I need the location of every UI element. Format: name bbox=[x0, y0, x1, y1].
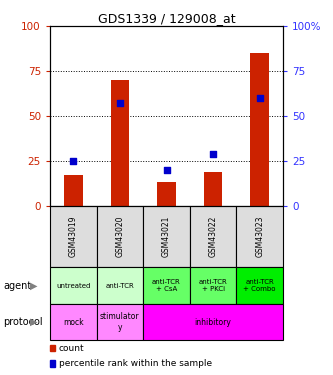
Bar bbox=[111, 80, 129, 206]
Bar bbox=[236, 206, 283, 267]
Point bbox=[257, 95, 262, 101]
Text: inhibitory: inhibitory bbox=[195, 318, 231, 327]
Bar bbox=[50, 206, 97, 267]
Bar bbox=[50, 304, 97, 340]
Text: ▶: ▶ bbox=[30, 281, 37, 291]
Bar bbox=[190, 267, 236, 304]
Text: GSM43022: GSM43022 bbox=[208, 216, 218, 257]
Point bbox=[117, 100, 123, 106]
Point bbox=[71, 158, 76, 164]
Text: untreated: untreated bbox=[56, 283, 91, 289]
Title: GDS1339 / 129008_at: GDS1339 / 129008_at bbox=[98, 12, 235, 25]
Bar bbox=[97, 206, 143, 267]
Text: anti-TCR: anti-TCR bbox=[106, 283, 134, 289]
Bar bbox=[157, 182, 176, 206]
Bar bbox=[236, 267, 283, 304]
Bar bbox=[250, 53, 269, 206]
Bar bbox=[143, 267, 190, 304]
Text: anti-TCR
+ CsA: anti-TCR + CsA bbox=[152, 279, 181, 292]
Text: ▶: ▶ bbox=[30, 317, 37, 327]
Bar bbox=[143, 304, 283, 340]
Bar bbox=[64, 175, 83, 206]
Text: agent: agent bbox=[3, 281, 32, 291]
Text: protocol: protocol bbox=[3, 317, 43, 327]
Point bbox=[210, 151, 216, 157]
Text: GSM43021: GSM43021 bbox=[162, 216, 171, 257]
Text: mock: mock bbox=[63, 318, 84, 327]
Bar bbox=[97, 304, 143, 340]
Text: anti-TCR
+ Combo: anti-TCR + Combo bbox=[243, 279, 276, 292]
Text: stimulator
y: stimulator y bbox=[100, 312, 140, 332]
Bar bbox=[97, 267, 143, 304]
Bar bbox=[190, 206, 236, 267]
Text: GSM43020: GSM43020 bbox=[115, 216, 125, 257]
Text: percentile rank within the sample: percentile rank within the sample bbox=[59, 359, 212, 368]
Text: count: count bbox=[59, 344, 84, 352]
Point bbox=[164, 167, 169, 173]
Bar bbox=[204, 172, 222, 206]
Text: GSM43023: GSM43023 bbox=[255, 216, 264, 257]
Text: GSM43019: GSM43019 bbox=[69, 216, 78, 257]
Text: anti-TCR
+ PKCi: anti-TCR + PKCi bbox=[199, 279, 227, 292]
Bar bbox=[143, 206, 190, 267]
Bar bbox=[50, 267, 97, 304]
